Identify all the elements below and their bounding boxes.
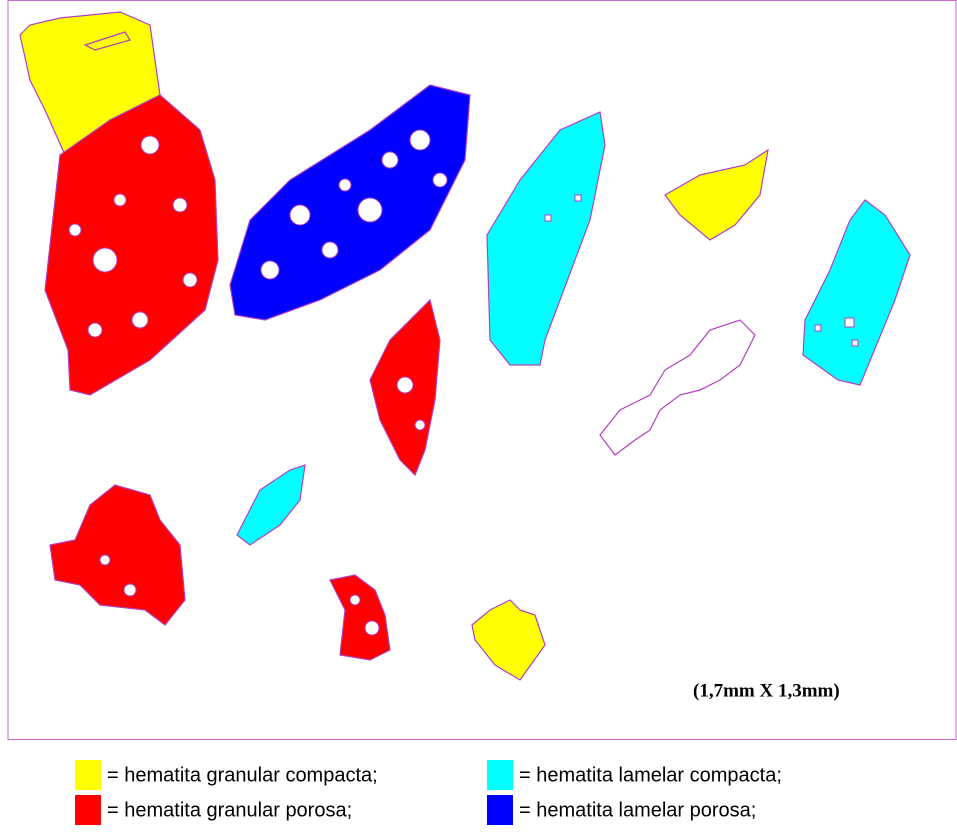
legend-label: = hematita lamelar compacta; xyxy=(519,764,782,786)
legend: = hematita granular compacta; = hematita … xyxy=(75,760,782,825)
legend-swatch xyxy=(75,795,101,825)
legend-swatch xyxy=(487,795,513,825)
legend-label: = hematita granular compacta; xyxy=(107,764,378,786)
scale-label: (1,7mm X 1,3mm) xyxy=(693,680,840,701)
page: (1,7mm X 1,3mm) = hematita granular comp… xyxy=(0,0,957,834)
legend-label: = hematita lamelar porosa; xyxy=(519,799,756,821)
legend-swatch xyxy=(75,760,101,790)
figure: (1,7mm X 1,3mm) = hematita granular comp… xyxy=(0,0,957,834)
legend-label: = hematita granular porosa; xyxy=(107,799,352,821)
legend-swatch xyxy=(487,760,513,790)
